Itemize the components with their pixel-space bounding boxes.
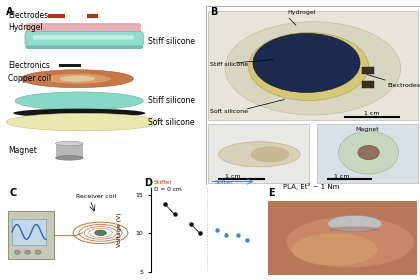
Text: D = 0 cm: D = 0 cm — [154, 187, 181, 192]
Text: PLA, Et³ ~ 1 Nm: PLA, Et³ ~ 1 Nm — [283, 183, 340, 190]
FancyBboxPatch shape — [26, 24, 141, 32]
Text: C: C — [9, 188, 17, 198]
Text: B: B — [210, 7, 218, 17]
Point — [223, 233, 229, 237]
Text: Electrodes: Electrodes — [388, 83, 420, 88]
Ellipse shape — [55, 141, 83, 146]
Text: Magnet: Magnet — [8, 146, 37, 155]
Ellipse shape — [15, 92, 143, 110]
Text: Magnet: Magnet — [356, 127, 379, 132]
Text: 1 cm: 1 cm — [225, 174, 241, 179]
Ellipse shape — [358, 145, 379, 160]
Text: Stiffer: Stiffer — [154, 180, 172, 185]
Text: Stiff silicone: Stiff silicone — [148, 96, 195, 106]
Bar — [362, 81, 374, 88]
Ellipse shape — [25, 250, 31, 254]
Text: Soft silicone: Soft silicone — [148, 118, 195, 127]
Text: Hydrogel: Hydrogel — [287, 10, 316, 15]
Bar — [208, 11, 418, 120]
Text: Stiff silicone: Stiff silicone — [210, 62, 248, 67]
Bar — [268, 201, 417, 275]
Ellipse shape — [328, 215, 382, 232]
Point — [244, 237, 250, 242]
FancyBboxPatch shape — [26, 38, 142, 49]
Ellipse shape — [292, 233, 377, 266]
Bar — [87, 14, 98, 18]
Ellipse shape — [43, 73, 112, 84]
Ellipse shape — [286, 217, 414, 267]
FancyBboxPatch shape — [25, 32, 143, 46]
FancyBboxPatch shape — [33, 35, 134, 40]
Point — [187, 222, 194, 227]
Ellipse shape — [6, 113, 160, 131]
Point — [171, 212, 178, 216]
Text: Stiff silicone: Stiff silicone — [148, 37, 195, 46]
Bar — [47, 14, 66, 18]
Ellipse shape — [330, 226, 380, 232]
Text: Receiver coil: Receiver coil — [76, 194, 116, 199]
Text: Copper coil: Copper coil — [8, 74, 51, 83]
Ellipse shape — [253, 33, 360, 92]
Text: E: E — [268, 188, 274, 198]
Ellipse shape — [249, 32, 369, 101]
Ellipse shape — [219, 142, 300, 167]
Ellipse shape — [14, 250, 20, 254]
Text: 1 cm: 1 cm — [334, 174, 350, 179]
Text: A: A — [6, 7, 14, 17]
Text: 1 cm: 1 cm — [364, 111, 380, 116]
Bar — [208, 124, 309, 183]
Text: Softer: Softer — [214, 180, 233, 185]
Bar — [55, 144, 83, 158]
Ellipse shape — [251, 146, 289, 162]
Ellipse shape — [35, 250, 41, 254]
Bar — [12, 219, 46, 245]
Point — [162, 202, 168, 207]
Point — [213, 227, 220, 232]
Text: Soft silicone: Soft silicone — [210, 109, 248, 114]
Y-axis label: Voltage (V): Voltage (V) — [117, 212, 122, 247]
Ellipse shape — [21, 70, 134, 88]
Ellipse shape — [60, 76, 95, 82]
Ellipse shape — [13, 109, 145, 118]
Text: Electrodes: Electrodes — [8, 11, 48, 20]
Bar — [60, 64, 81, 67]
Point — [234, 233, 241, 237]
Ellipse shape — [94, 230, 106, 236]
Text: Electronics: Electronics — [8, 61, 50, 70]
Ellipse shape — [225, 22, 401, 115]
Ellipse shape — [339, 131, 399, 174]
Ellipse shape — [55, 156, 83, 160]
Bar — [8, 211, 54, 259]
Point — [197, 231, 204, 236]
Text: Hydrogel: Hydrogel — [8, 24, 43, 32]
Bar — [362, 67, 374, 74]
Bar — [317, 124, 418, 183]
Text: D: D — [144, 178, 152, 188]
